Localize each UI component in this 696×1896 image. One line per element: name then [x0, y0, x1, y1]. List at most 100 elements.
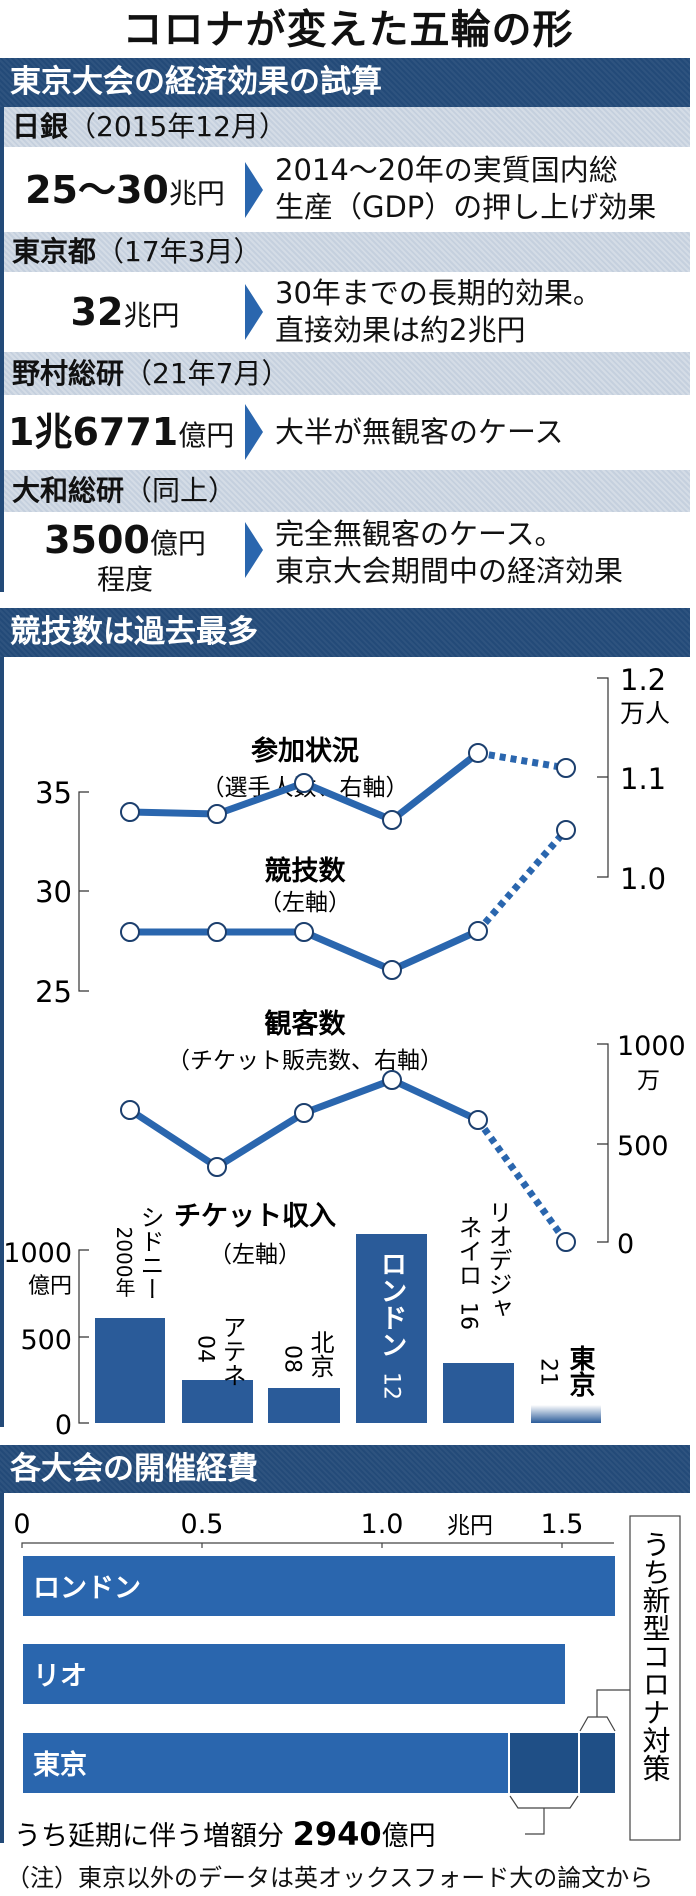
- arrow-icon: [245, 404, 263, 460]
- year-label: 12: [379, 1372, 404, 1400]
- axis-tick: 500: [20, 1325, 72, 1356]
- city-labels: 2000年 シドニー 04 アテネ 08 北京 ロンドン 12 ネイロ 16 リ…: [112, 1200, 595, 1400]
- source-name: 野村総研: [12, 357, 125, 390]
- source-row-boj: 日銀（2015年12月）: [4, 107, 690, 147]
- audience-axis: [597, 1043, 609, 1243]
- estimate-value-tokyo-metro: 32兆円: [10, 290, 240, 338]
- section-frame: [0, 657, 4, 1427]
- year-label: 04: [193, 1335, 218, 1363]
- cost-bar-tokyo: [23, 1733, 508, 1793]
- competitions-points: [120, 820, 576, 980]
- cost-bar-label: 東京: [33, 1749, 87, 1781]
- axis-tick: 35: [35, 776, 72, 810]
- estimate-desc-daiwa: 完全無観客のケース。 東京大会期間中の経済効果: [275, 516, 623, 590]
- competitions-subtitle: （左軸）: [259, 890, 351, 916]
- axis-tick: 500: [617, 1131, 669, 1162]
- section-frame: [0, 1493, 4, 1843]
- axis-tick: 0: [13, 1509, 30, 1540]
- axis-tick: 25: [35, 975, 72, 1009]
- audience-subtitle: （チケット販売数、右軸）: [167, 1048, 443, 1074]
- ticket-axis: [78, 1249, 89, 1424]
- axis-tick: 0: [55, 1410, 72, 1441]
- cost-axis: [21, 1542, 614, 1548]
- ticket-title: チケット収入: [174, 1201, 336, 1232]
- value-unit: 億円: [178, 419, 235, 452]
- source-row-daiwa: 大和総研（同上）: [4, 470, 690, 512]
- covid-bracket: [579, 1689, 630, 1732]
- participants-title: 参加状況: [251, 735, 359, 767]
- desc-line: 大半が無観客のケース: [275, 415, 564, 449]
- audience-title: 観客数: [265, 1008, 347, 1040]
- source-name: 日銀: [12, 110, 69, 143]
- axis-tick: 0.5: [181, 1509, 224, 1540]
- city-name: 北京: [306, 1330, 334, 1378]
- source-row-tokyo-metro: 東京都（17年3月）: [4, 232, 690, 272]
- bar-sydney: [95, 1318, 165, 1423]
- desc-line: 完全無観客のケース。: [275, 517, 564, 551]
- axis-tick: 1.0: [620, 862, 666, 896]
- value-unit: 兆円: [168, 177, 225, 210]
- bar-rio: [443, 1363, 514, 1423]
- estimate-desc-tokyo-metro: 30年までの長期的効果。 直接効果は約2兆円: [275, 275, 602, 349]
- desc-line: 2014～20年の実質国内総: [275, 153, 618, 187]
- year-label: 08: [280, 1345, 305, 1373]
- desc-line: 東京大会期間中の経済効果: [275, 554, 624, 588]
- competitions-title: 競技数: [265, 856, 347, 887]
- axis-tick: 1000: [617, 1031, 686, 1062]
- estimate-value-nomura: 1兆6771億円: [8, 410, 244, 458]
- participants-axis: [597, 677, 609, 878]
- section-frame: [0, 107, 4, 592]
- axis-tick: 1000: [3, 1238, 72, 1269]
- cost-bar-tokyo-covid: [580, 1733, 615, 1793]
- axis-unit: 億円: [28, 1274, 72, 1299]
- page-title: コロナが変えた五輪の形: [122, 7, 574, 53]
- arrow-icon: [245, 522, 263, 578]
- competitions-axis: [78, 791, 89, 992]
- covid-box: [629, 1515, 681, 1841]
- source-date: （17年3月）: [96, 235, 262, 268]
- source-date: （同上）: [124, 474, 237, 507]
- desc-line: 30年までの長期的効果。: [275, 276, 602, 310]
- economic-effect-header: 東京大会の経済効果の試算: [0, 58, 690, 107]
- source-name: 大和総研: [12, 474, 125, 507]
- axis-unit: 兆円: [447, 1513, 493, 1539]
- cost-bar-tokyo-postpone: [510, 1733, 578, 1793]
- postpone-bracket: [509, 1795, 579, 1835]
- value-number: 1兆6771: [8, 410, 179, 454]
- axis-unit: 万人: [620, 699, 670, 728]
- year-label: 16: [456, 1302, 481, 1330]
- audience-points: [120, 1070, 576, 1252]
- value-unit: 兆円: [123, 299, 180, 332]
- value-unit: 億円: [149, 527, 206, 560]
- cost-bar-london: [23, 1556, 615, 1616]
- axis-tick: 1.5: [541, 1509, 584, 1540]
- estimate-desc-boj: 2014～20年の実質国内総 生産（GDP）の押し上げ効果: [275, 152, 656, 226]
- estimate-value-daiwa: 3500億円 程度: [10, 520, 240, 596]
- bar-london: [356, 1234, 427, 1423]
- estimate-value-boj: 25～30兆円: [10, 168, 240, 216]
- ticket-bars: [95, 1234, 601, 1423]
- postpone-label: うち延期に伴う増額分 2940億円: [14, 1815, 436, 1853]
- source-date: （2015年12月）: [68, 110, 287, 143]
- city-name: リオデジャ: [484, 1200, 512, 1320]
- value-number: 25～30: [25, 168, 169, 212]
- year-label: 21: [536, 1358, 561, 1386]
- year-label: 2000年: [112, 1227, 136, 1298]
- source-date: （21年7月）: [124, 357, 290, 390]
- events-header: 競技数は過去最多: [0, 608, 690, 657]
- axis-tick: 30: [35, 875, 72, 909]
- city-name: アテネ: [218, 1315, 246, 1387]
- ticket-subtitle: （左軸）: [209, 1242, 301, 1268]
- city-name: シドニー: [136, 1205, 164, 1301]
- city-name: ロンドン: [376, 1250, 407, 1358]
- arrow-icon: [245, 162, 263, 218]
- city-name: ネイロ: [454, 1215, 482, 1287]
- cost-bar-label: ロンドン: [33, 1573, 141, 1604]
- value-qualifier: 程度: [96, 563, 153, 596]
- desc-line: 直接効果は約2兆円: [275, 313, 526, 347]
- bar-beijing: [268, 1388, 340, 1423]
- cost-header: 各大会の開催経費: [0, 1445, 690, 1493]
- covid-box-label: うち新型コロナ対策: [639, 1530, 672, 1782]
- value-number: 3500: [44, 518, 150, 562]
